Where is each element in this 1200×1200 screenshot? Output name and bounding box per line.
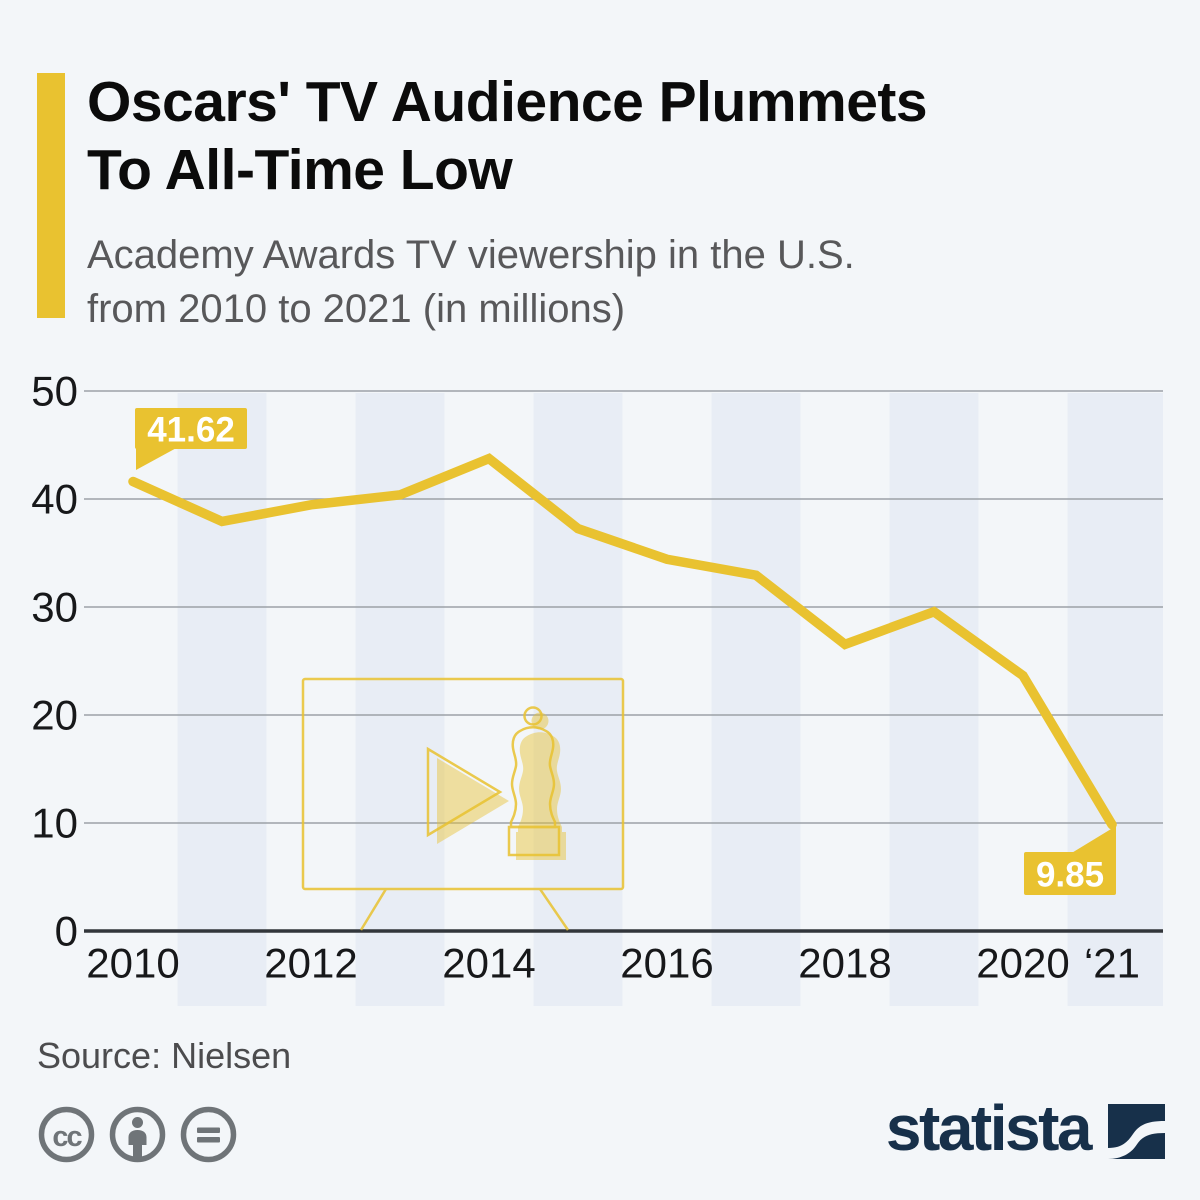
band-2015 xyxy=(533,393,623,1006)
band-2011 xyxy=(177,393,267,1006)
x-tick-label-2016: 2016 xyxy=(620,940,713,987)
y-tick-label-10: 10 xyxy=(31,800,78,847)
y-tick-label-20: 20 xyxy=(31,692,78,739)
tv-screen-outline xyxy=(301,677,625,891)
statista-logo-text: statista xyxy=(885,1092,1093,1164)
attribution-icon[interactable] xyxy=(109,1106,166,1163)
callout-2010: 41.62 xyxy=(135,408,247,470)
cc-icon[interactable]: cc xyxy=(38,1106,95,1163)
play-icon-outline xyxy=(426,746,503,838)
oscar-pedestal-outline xyxy=(507,825,561,857)
subtitle-line-2: from 2010 to 2021 (in millions) xyxy=(87,287,626,331)
tv-leg-left xyxy=(359,888,388,931)
chart-subtitle: Academy Awards TV viewership in the U.S.… xyxy=(87,228,1087,336)
band-2019 xyxy=(889,393,979,1006)
tv-oscar-watermark xyxy=(301,677,625,931)
no-derivatives-icon[interactable] xyxy=(180,1106,237,1163)
statista-logo-mark xyxy=(1108,1103,1165,1159)
y-tick-label-40: 40 xyxy=(31,476,78,523)
x-tick-label-2010: 2010 xyxy=(86,940,179,987)
oscar-body-outline xyxy=(509,726,557,829)
x-tick-label-2014: 2014 xyxy=(442,940,535,987)
source-note: Source: Nielsen xyxy=(37,1035,292,1076)
chart-series xyxy=(128,453,1117,830)
play-icon-fill xyxy=(437,758,509,844)
oscar-statuette-fill-body xyxy=(518,732,562,832)
x-tick-label-2020: 2020 xyxy=(976,940,1069,987)
y-tick-label-30: 30 xyxy=(31,584,78,631)
chart-grid: 0 10 20 30 40 50 2010 2012 2014 2016 2018 2020 ‘21 xyxy=(31,368,1163,987)
oscar-head-outline xyxy=(523,706,543,726)
tv-leg-right xyxy=(538,888,570,931)
subtitle-line-1: Academy Awards TV viewership in the U.S. xyxy=(87,233,855,277)
title-line-2: To All-Time Low xyxy=(87,138,513,202)
y-tick-label-50: 50 xyxy=(31,368,78,415)
chart-bands xyxy=(177,393,1163,1006)
svg-text:cc: cc xyxy=(52,1121,82,1153)
band-2017 xyxy=(711,393,801,1006)
y-tick-label-0: 0 xyxy=(55,908,78,955)
callout-label-2010: 41.62 xyxy=(147,410,235,449)
viewership-line xyxy=(128,453,1117,830)
license-icons[interactable]: cc xyxy=(38,1106,237,1163)
page-title: Oscars' TV Audience Plummets To All-Time… xyxy=(87,68,1177,204)
title-line-1: Oscars' TV Audience Plummets xyxy=(87,70,928,134)
band-2021 xyxy=(1067,393,1163,1006)
x-tick-label-2021: ‘21 xyxy=(1084,940,1140,987)
statista-logo[interactable]: statista xyxy=(886,1096,1165,1166)
callout-label-2021: 9.85 xyxy=(1036,855,1104,894)
callout-2021: 9.85 xyxy=(1024,826,1116,895)
chart-callouts: 41.62 9.85 xyxy=(135,408,1116,895)
x-tick-label-2012: 2012 xyxy=(264,940,357,987)
title-accent-bar xyxy=(37,73,65,318)
x-tick-label-2018: 2018 xyxy=(798,940,891,987)
